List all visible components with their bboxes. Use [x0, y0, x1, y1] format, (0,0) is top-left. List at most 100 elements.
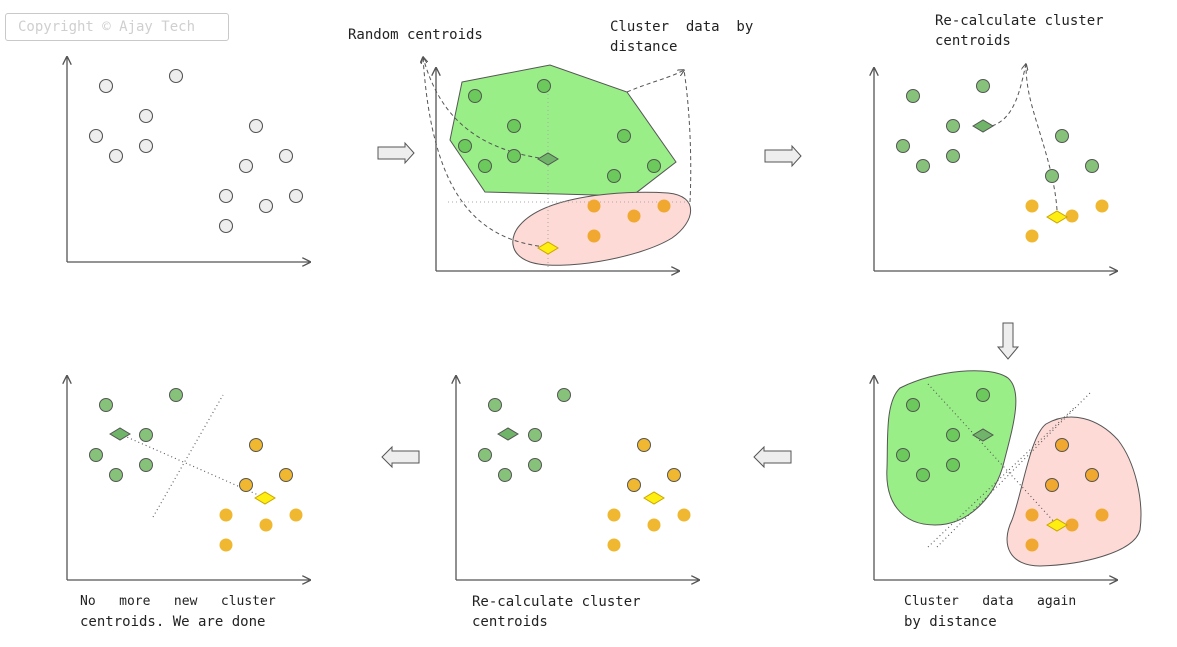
orange-point [1025, 508, 1039, 522]
green-point [458, 139, 472, 153]
green-point [507, 119, 521, 133]
data-point [218, 218, 234, 234]
axes [874, 68, 1117, 271]
data-point [138, 138, 154, 154]
green-point [139, 458, 153, 472]
data-point [238, 158, 254, 174]
orange-point [1065, 518, 1079, 532]
green-point [478, 159, 492, 173]
orange-point [1025, 538, 1039, 552]
diamond-icon [972, 119, 994, 133]
green-point [916, 468, 930, 482]
data-point [248, 118, 264, 134]
caption-cluster-again-line2: by distance [904, 614, 997, 630]
panel-recalculate-bottom [456, 376, 699, 580]
diamond-icon [1046, 210, 1068, 224]
data-point [138, 108, 154, 124]
diamond-icon [254, 491, 276, 505]
green-point [468, 89, 482, 103]
yellow-point [607, 508, 621, 522]
orange-point [627, 209, 641, 223]
yellow-point [289, 508, 303, 522]
yellow-point [637, 438, 651, 452]
caption-recalc-bottom-line2: centroids [472, 614, 548, 630]
orange-point [1085, 468, 1099, 482]
block-arrow-icon [764, 144, 802, 168]
green-point [89, 448, 103, 462]
pink-cluster-region [1006, 416, 1142, 567]
data-point [98, 78, 114, 94]
green-point [537, 79, 551, 93]
caption-recalc-bottom-line1: Re-calculate cluster [472, 594, 641, 610]
green-point [916, 159, 930, 173]
green-point [139, 428, 153, 442]
yellow-point [627, 478, 641, 492]
axes [874, 376, 1117, 580]
axes [67, 376, 310, 580]
data-point [258, 198, 274, 214]
yellow-point [607, 538, 621, 552]
block-arrow-icon [753, 445, 792, 469]
diamond-icon [643, 491, 665, 505]
yellow-point [249, 438, 263, 452]
green-point [498, 468, 512, 482]
orange-point [1045, 478, 1059, 492]
green-point [946, 119, 960, 133]
caption-recalc-top-line2: centroids [935, 33, 1011, 49]
green-point [1055, 129, 1069, 143]
caption-random-centroids: Random centroids [348, 27, 483, 43]
green-point [647, 159, 661, 173]
green-point [528, 458, 542, 472]
diamond-icon [497, 427, 519, 441]
green-point [906, 398, 920, 412]
axes [67, 57, 310, 262]
caption-recalc-top-line1: Re-calculate cluster [935, 13, 1104, 29]
axes [456, 376, 699, 580]
green-point [1085, 159, 1099, 173]
panel-recalculate-top [874, 64, 1117, 271]
data-point [278, 148, 294, 164]
yellow-point [259, 518, 273, 532]
green-point [607, 169, 621, 183]
green-point [169, 388, 183, 402]
green-point [488, 398, 502, 412]
orange-point [587, 229, 601, 243]
data-point [88, 128, 104, 144]
data-point [288, 188, 304, 204]
orange-point [657, 199, 671, 213]
green-point [507, 149, 521, 163]
green-point [99, 398, 113, 412]
block-arrow-icon [377, 141, 415, 165]
green-point [946, 149, 960, 163]
green-point [896, 448, 910, 462]
data-point [218, 188, 234, 204]
green-point [617, 129, 631, 143]
yellow-point [1025, 229, 1039, 243]
green-point [557, 388, 571, 402]
caption-cluster-by-distance-line2: distance [610, 39, 678, 55]
caption-cluster-by-distance-line1: Cluster data by [610, 19, 754, 35]
panel-done [67, 376, 310, 580]
green-point [946, 458, 960, 472]
orange-point [1055, 438, 1069, 452]
axes [436, 68, 679, 271]
decision-boundary [936, 392, 1091, 548]
green-point [1045, 169, 1059, 183]
block-arrow-icon [381, 445, 420, 469]
panel-raw-data [67, 57, 310, 262]
decision-boundary [152, 394, 224, 518]
yellow-point [667, 468, 681, 482]
green-point [109, 468, 123, 482]
green-point [976, 388, 990, 402]
watermark: Copyright © Ajay Tech [5, 13, 229, 41]
green-point [946, 428, 960, 442]
orange-point [1095, 508, 1109, 522]
green-point [906, 89, 920, 103]
diamond-icon [1046, 518, 1068, 532]
caption-done-line1: No more new cluster [80, 594, 276, 609]
yellow-point [647, 518, 661, 532]
data-point [168, 68, 184, 84]
green-point [528, 428, 542, 442]
